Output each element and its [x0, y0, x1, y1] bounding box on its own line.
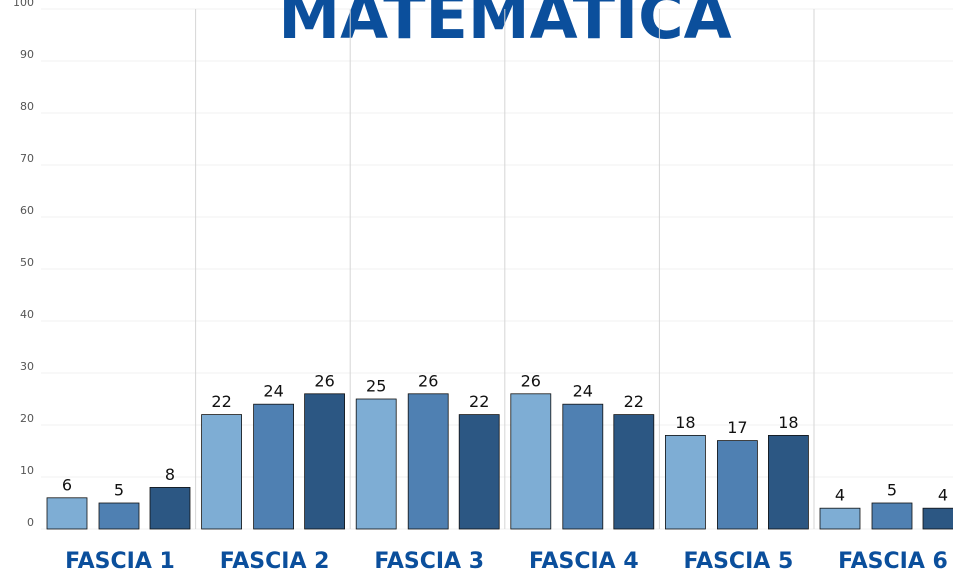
y-tick-label: 60 [20, 204, 34, 217]
bar [98, 502, 140, 530]
y-tick-label: 40 [20, 308, 34, 321]
bar [922, 507, 953, 530]
bar [717, 440, 758, 530]
x-tick-label: FASCIA 3 [374, 549, 484, 573]
value-label: 17 [727, 418, 747, 437]
bar [201, 414, 243, 530]
x-tick-label: FASCIA 6 [838, 549, 948, 573]
bar [665, 434, 706, 530]
bar [304, 393, 346, 530]
value-label: 24 [263, 382, 283, 401]
y-tick-label: 100 [13, 0, 34, 9]
bar [458, 414, 500, 530]
value-label: 5 [887, 481, 897, 500]
x-tick-label: FASCIA 1 [65, 549, 175, 573]
value-label: 22 [624, 392, 644, 411]
y-tick-label: 0 [27, 516, 34, 529]
value-label: 24 [573, 382, 593, 401]
bar [510, 393, 552, 530]
bar [562, 403, 604, 530]
value-label: 22 [469, 392, 489, 411]
y-tick-label: 30 [20, 360, 34, 373]
y-tick-label: 50 [20, 256, 34, 269]
value-label: 25 [366, 377, 386, 396]
value-label: 26 [418, 371, 438, 390]
value-label: 22 [211, 392, 231, 411]
x-tick-label: FASCIA 5 [684, 549, 794, 573]
y-tick-label: 90 [20, 48, 34, 61]
bar [407, 393, 449, 530]
x-tick-label: FASCIA 4 [529, 549, 639, 573]
bar [149, 486, 191, 530]
bar [768, 434, 809, 530]
y-tick-label: 10 [20, 464, 34, 477]
value-label: 6 [62, 475, 72, 494]
value-label: 18 [778, 413, 798, 432]
value-label: 8 [165, 465, 175, 484]
value-label: 18 [675, 413, 695, 432]
x-tick-label: FASCIA 2 [220, 549, 330, 573]
value-label: 26 [314, 371, 334, 390]
value-label: 26 [521, 371, 541, 390]
bar [46, 497, 88, 530]
value-label: 5 [114, 481, 124, 500]
y-tick-label: 70 [20, 152, 34, 165]
y-tick-label: 80 [20, 100, 34, 113]
value-label: 4 [938, 486, 948, 505]
value-label: 4 [835, 486, 845, 505]
y-tick-label: 20 [20, 412, 34, 425]
bar [613, 414, 655, 530]
bar [819, 507, 861, 530]
bar [355, 398, 397, 530]
bar [253, 403, 295, 530]
bar [871, 502, 913, 530]
